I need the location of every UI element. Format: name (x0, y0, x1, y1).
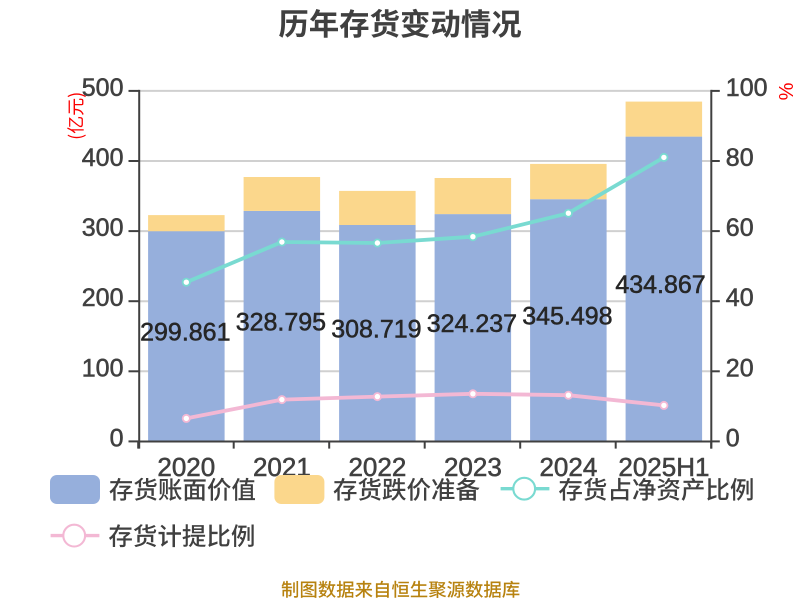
svg-text:345.498: 345.498 (522, 303, 612, 331)
svg-text:434.867: 434.867 (615, 271, 705, 299)
svg-text:40: 40 (726, 284, 754, 312)
svg-text:20: 20 (726, 354, 754, 382)
svg-text:299.861: 299.861 (140, 319, 230, 347)
svg-text:308.719: 308.719 (331, 315, 421, 343)
svg-text:2024: 2024 (539, 452, 597, 482)
svg-text:2023: 2023 (444, 452, 502, 482)
svg-text:100: 100 (82, 354, 124, 382)
svg-text:400: 400 (82, 144, 124, 172)
svg-text:100: 100 (726, 74, 768, 102)
svg-text:200: 200 (82, 284, 124, 312)
svg-text:2022: 2022 (348, 452, 406, 482)
svg-text:80: 80 (726, 144, 754, 172)
svg-text:500: 500 (82, 74, 124, 102)
svg-text:2025H1: 2025H1 (618, 452, 709, 482)
svg-text:0: 0 (110, 424, 124, 452)
svg-text:60: 60 (726, 214, 754, 242)
svg-text:0: 0 (726, 424, 740, 452)
svg-text:328.795: 328.795 (236, 308, 326, 336)
svg-text:%: % (776, 82, 798, 100)
svg-text:2020: 2020 (157, 452, 215, 482)
svg-text:324.237: 324.237 (427, 310, 517, 338)
svg-text:300: 300 (82, 214, 124, 242)
